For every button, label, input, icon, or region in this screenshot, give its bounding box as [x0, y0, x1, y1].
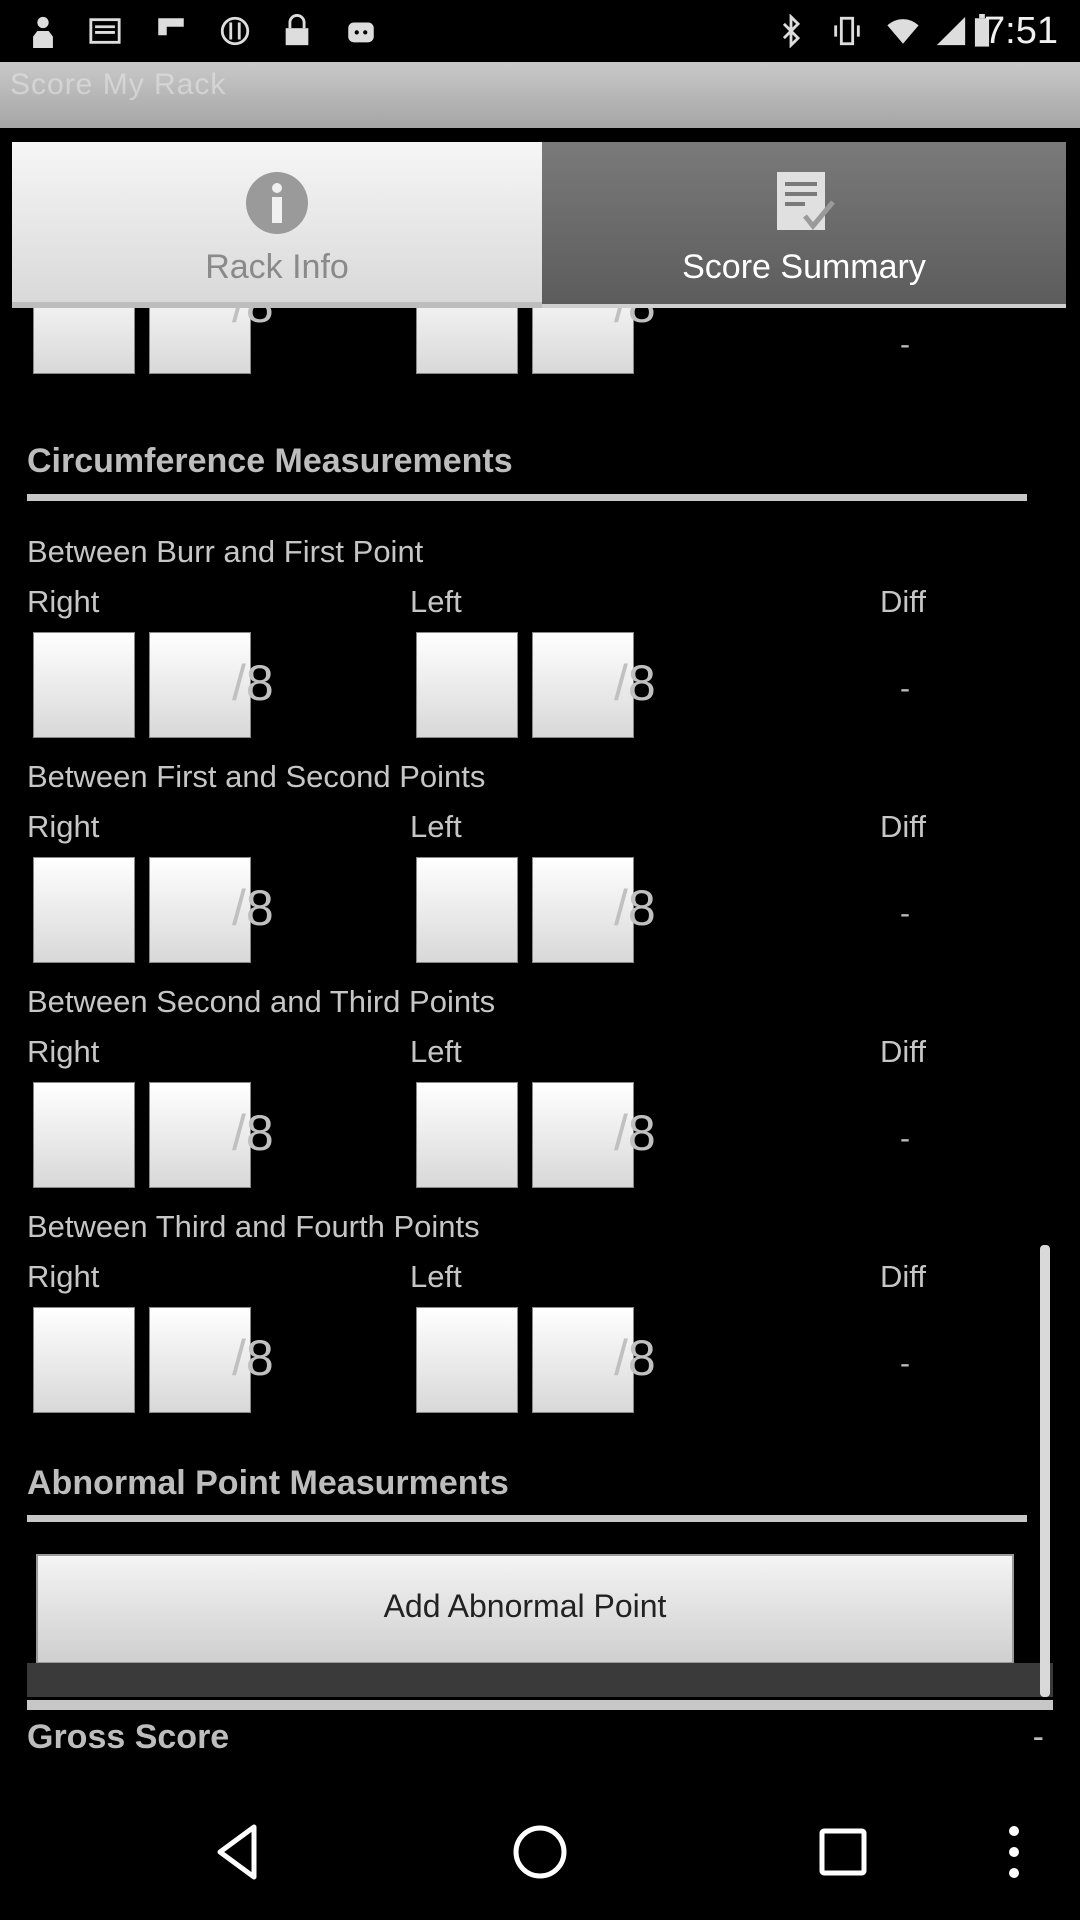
diff-label: Diff	[880, 1034, 926, 1069]
fraction-label: /8	[232, 1330, 274, 1386]
left-whole-input[interactable]	[416, 308, 518, 374]
fraction-label: /8	[614, 655, 656, 711]
flipboard-icon	[158, 18, 184, 36]
right-whole-input[interactable]	[33, 1307, 135, 1413]
diff-label: Diff	[880, 1259, 926, 1294]
app-title: Score My Rack	[10, 68, 227, 101]
tab-rack-info[interactable]: Rack Info	[12, 142, 542, 308]
diff-value: -	[900, 897, 910, 930]
right-label: Right	[27, 584, 100, 619]
left-eighths-input[interactable]	[532, 857, 634, 963]
score-summary-content[interactable]: /8 /8 - Circumference Measurements Betwe…	[0, 308, 1080, 1783]
right-whole-input[interactable]	[33, 1082, 135, 1188]
navigation-bar	[0, 1783, 1080, 1920]
right-eighths-input[interactable]	[149, 632, 251, 738]
wifi-icon	[887, 19, 919, 44]
left-label: Left	[410, 1259, 462, 1294]
diff-label: Diff	[880, 809, 926, 844]
scrollbar[interactable]	[1040, 1245, 1050, 1697]
checklist-icon	[777, 172, 835, 230]
left-eighths-input[interactable]	[532, 632, 634, 738]
fraction-label: /8	[232, 1105, 274, 1161]
left-eighths-input[interactable]	[532, 1307, 634, 1413]
left-label: Left	[410, 584, 462, 619]
fraction-label: /8	[614, 1330, 656, 1386]
add-abnormal-point-button[interactable]: Add Abnormal Point	[36, 1554, 1014, 1664]
right-eighths-input[interactable]	[149, 1082, 251, 1188]
clock: 7:51	[984, 10, 1058, 52]
mail-icon	[89, 18, 121, 44]
fraction-label: /8	[614, 308, 656, 334]
battery-icon	[974, 14, 990, 47]
fraction-label: /8	[614, 1105, 656, 1161]
settings-icon	[220, 16, 250, 46]
right-label: Right	[27, 1259, 100, 1294]
left-label: Left	[410, 1034, 462, 1069]
group-title: Between Burr and First Point	[27, 534, 424, 569]
diff-value: -	[900, 1347, 910, 1380]
circumference-title: Circumference Measurements	[27, 442, 513, 480]
right-whole-input[interactable]	[33, 632, 135, 738]
left-whole-input[interactable]	[416, 1307, 518, 1413]
android-icon	[348, 22, 374, 43]
left-eighths-input[interactable]	[532, 1082, 634, 1188]
left-whole-input[interactable]	[416, 632, 518, 738]
tab-rack-info-label: Rack Info	[205, 248, 349, 286]
right-eighths-input[interactable]	[149, 1307, 251, 1413]
action-bar: Score My Rack	[0, 62, 1080, 128]
section-divider	[27, 1700, 1053, 1710]
right-whole-input[interactable]	[33, 308, 135, 374]
fraction-label: /8	[232, 880, 274, 936]
status-bar: 7:51	[0, 0, 1080, 62]
home-icon[interactable]	[507, 1819, 573, 1885]
diff-value: -	[900, 672, 910, 705]
group-title: Between Third and Fourth Points	[27, 1209, 480, 1244]
diff-value: -	[900, 328, 910, 361]
fraction-label: /8	[614, 880, 656, 936]
section-divider	[27, 1515, 1027, 1522]
diff-label: Diff	[880, 584, 926, 619]
fraction-label: /8	[232, 308, 274, 334]
left-eighths-input[interactable]	[532, 308, 634, 374]
lock-icon	[285, 14, 309, 46]
tab-score-summary[interactable]: Score Summary	[542, 142, 1066, 308]
tab-bar: Rack Info Score Summary	[12, 142, 1066, 308]
tab-score-summary-label: Score Summary	[682, 248, 926, 286]
gross-score-label: Gross Score	[27, 1718, 230, 1756]
vibrate-icon	[834, 16, 860, 46]
right-label: Right	[27, 1034, 100, 1069]
left-whole-input[interactable]	[416, 1082, 518, 1188]
left-whole-input[interactable]	[416, 857, 518, 963]
abnormal-title: Abnormal Point Measurments	[27, 1464, 509, 1502]
section-divider	[27, 494, 1027, 501]
bluetooth-icon	[782, 14, 801, 48]
gross-score-value: -	[1032, 1718, 1044, 1756]
right-whole-input[interactable]	[33, 857, 135, 963]
right-label: Right	[27, 809, 100, 844]
recents-icon[interactable]	[810, 1819, 876, 1885]
group-title: Between First and Second Points	[27, 759, 486, 794]
group-title: Between Second and Third Points	[27, 984, 496, 1019]
diff-value: -	[900, 1122, 910, 1155]
right-eighths-input[interactable]	[149, 857, 251, 963]
overflow-menu-icon[interactable]	[994, 1819, 1034, 1885]
gross-score-band	[27, 1663, 1053, 1697]
signal-icon	[936, 16, 966, 46]
person-icon	[33, 16, 53, 48]
back-icon[interactable]	[206, 1819, 272, 1885]
left-label: Left	[410, 809, 462, 844]
fraction-label: /8	[232, 655, 274, 711]
right-eighths-input[interactable]	[149, 308, 251, 374]
info-icon	[246, 172, 308, 234]
